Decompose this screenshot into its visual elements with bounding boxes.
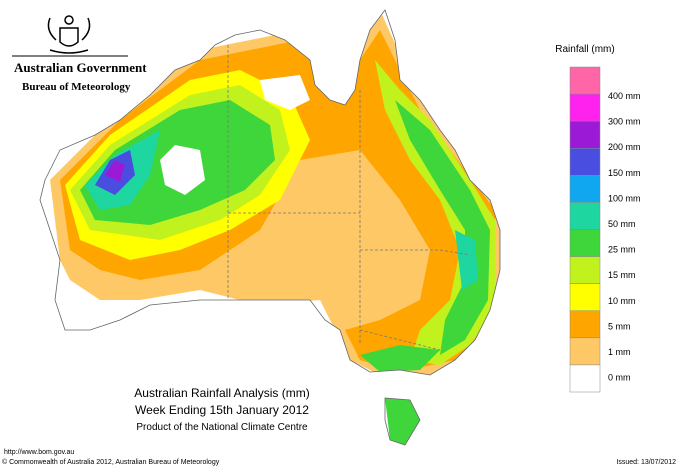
legend-label: 100 mm (608, 193, 641, 203)
rain-area (395, 100, 490, 355)
coastline (39, 9, 501, 446)
crest (47, 15, 91, 54)
rain-area (360, 345, 440, 372)
map-title: Australian Rainfall Analysis (mm) (134, 386, 309, 400)
map-subtitle: Week Ending 15th January 2012 (135, 403, 309, 417)
legend-swatch (569, 66, 601, 95)
footer-issued: Issued: 13/07/2012 (616, 459, 676, 466)
legend-swatch (569, 310, 601, 339)
rain-area (160, 145, 205, 195)
footer-copyright: © Commonwealth of Australia 2012, Austra… (2, 458, 220, 466)
map-credit: Product of the National Climate Centre (136, 422, 308, 433)
government-name: Australian Government (14, 60, 147, 75)
rain-area (385, 398, 420, 445)
legend-label: 400 mm (608, 91, 641, 101)
legend-swatch (569, 283, 601, 311)
legend-swatch (569, 337, 601, 366)
legend-label: 200 mm (608, 142, 641, 152)
legend-label: 300 mm (608, 117, 641, 127)
legend-swatch (569, 256, 601, 284)
state-borders (227, 45, 471, 351)
legend-label: 0 mm (608, 373, 631, 383)
legend-label: 150 mm (608, 168, 641, 178)
legend-swatch (569, 229, 601, 257)
legend-label: 5 mm (608, 321, 631, 331)
footer-url: http://www.bom.gov.au (4, 449, 74, 456)
legend-label: 1 mm (608, 347, 631, 357)
legend-swatch (569, 364, 601, 393)
bureau-name: Bureau of Meteorology (22, 81, 131, 93)
rain-area (260, 75, 310, 110)
legend-label: 25 mm (608, 245, 636, 255)
rain-area (455, 230, 478, 290)
legend-swatch (569, 202, 601, 230)
legend-label: 15 mm (608, 270, 636, 280)
legend-label: 50 mm (608, 219, 636, 229)
legend-swatch (569, 93, 601, 122)
legend-title: Rainfall (mm) (555, 44, 614, 55)
legend: 400 mm 300 mm 200 mm 150 mm 100 mm 50 mm 25 mm… (569, 66, 641, 393)
rainfall-map (50, 10, 500, 445)
legend-swatch (569, 175, 601, 203)
legend-swatch (569, 120, 601, 149)
legend-swatch (569, 148, 601, 176)
legend-label: 10 mm (608, 296, 636, 306)
rain-area (105, 160, 125, 182)
